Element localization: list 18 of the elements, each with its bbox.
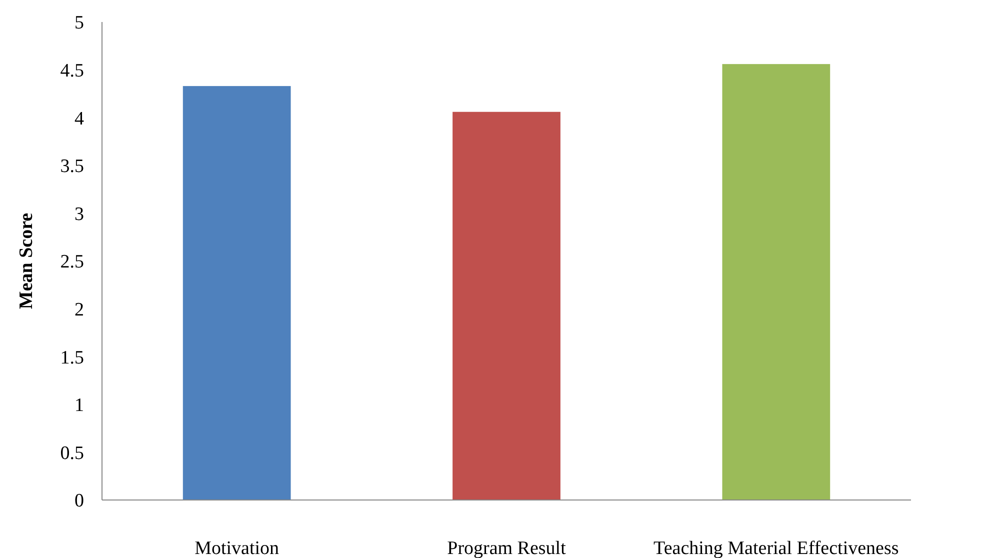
y-tick-label: 2 [74, 299, 84, 320]
y-tick-label: 1 [74, 395, 84, 416]
bar [182, 86, 291, 500]
y-tick-label: 3.5 [60, 156, 84, 178]
y-tick-label: 4 [74, 108, 84, 130]
y-tick-label: 1.5 [60, 347, 84, 368]
y-tick-label: 5 [74, 12, 84, 34]
x-tick-label: Program Result [447, 538, 567, 558]
x-tick-label: Teaching Material Effectiveness [654, 538, 899, 558]
y-tick-label: 2.5 [60, 252, 84, 273]
x-tick-label: Motivation [194, 538, 280, 558]
y-tick-label: 3 [74, 204, 84, 225]
y-tick-label: 0 [74, 490, 84, 512]
y-axis-title: Mean Score [16, 212, 37, 310]
y-tick-label: 0.5 [60, 442, 84, 464]
bar [452, 112, 560, 500]
y-tick-label: 4.5 [60, 60, 84, 82]
bar [722, 64, 830, 500]
